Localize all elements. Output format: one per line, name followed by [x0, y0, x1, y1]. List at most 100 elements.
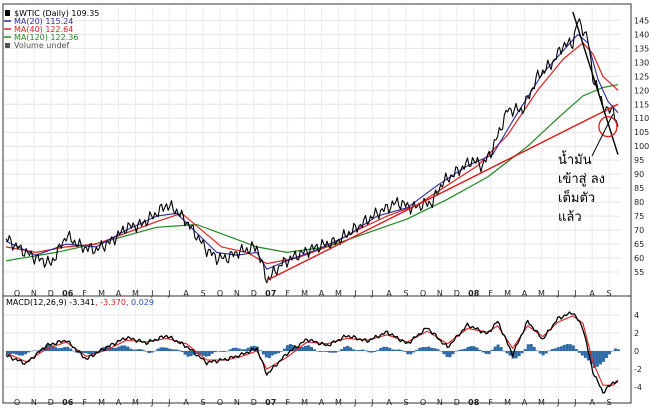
macd-histogram-bar	[529, 343, 533, 351]
macd-histogram-bar	[478, 349, 482, 351]
macd-histogram-bar	[460, 349, 464, 351]
price-x-tick-label: A	[116, 289, 122, 298]
macd-histogram-bar	[237, 348, 241, 351]
macd-histogram-bar	[252, 345, 256, 351]
price-y-tick-label: 105	[634, 128, 649, 137]
macd-histogram-bar	[367, 351, 371, 353]
macd-histogram-bar	[138, 349, 142, 351]
price-y-tick-label: 130	[634, 58, 649, 67]
price-x-tick-label: M	[132, 289, 139, 298]
macd-histogram-bar	[285, 345, 289, 351]
macd-histogram-bar	[370, 351, 374, 353]
macd-histogram-bar	[309, 346, 313, 351]
price-series-line	[5, 18, 619, 284]
macd-histogram-bar	[595, 351, 599, 367]
macd-histogram-bar	[547, 350, 551, 352]
macd-histogram-bar	[222, 351, 226, 352]
macd-histogram-bar	[273, 351, 277, 355]
macd-histogram-bar	[306, 345, 310, 351]
macd-histogram-bar	[481, 351, 485, 353]
macd-histogram-bar	[24, 351, 28, 355]
macd-histogram-bar	[520, 351, 524, 354]
macd-y-tick-label: -2	[634, 365, 642, 374]
price-legend-entry: MA(20) 115.24	[14, 17, 73, 26]
macd-histogram-bar	[526, 344, 530, 351]
price-x-tick-label: S	[201, 289, 206, 298]
macd-histogram-bar	[340, 349, 344, 351]
macd-histogram-bar	[207, 351, 211, 356]
macd-histogram-bar	[517, 351, 521, 357]
macd-histogram-bar	[445, 351, 449, 357]
price-x-tick-label: A	[386, 289, 392, 298]
macd-histogram-bar	[328, 351, 332, 353]
macd-histogram-bar	[159, 347, 163, 351]
macd-histogram-bar	[472, 346, 476, 351]
volume-icon	[5, 43, 10, 48]
macd-legend-value: , -3.370	[95, 298, 126, 307]
macd-histogram-bar	[343, 346, 347, 351]
macd-histogram-bar	[391, 349, 395, 351]
macd-histogram-bar	[400, 350, 404, 351]
macd-line	[5, 311, 619, 394]
macd-histogram-bar	[312, 349, 316, 351]
macd-histogram-bar	[219, 351, 223, 352]
macd-y-tick-label: 2	[634, 329, 639, 338]
macd-y-tick-label: 0	[634, 347, 639, 356]
macd-histogram-bar	[288, 344, 292, 351]
macd-histogram-bar	[484, 351, 488, 354]
price-x-tick-label: 06	[62, 289, 74, 298]
annotation-text-line: เข้าสู่ ลง	[558, 172, 605, 187]
price-x-tick-label: M	[301, 289, 308, 298]
macd-histogram-bar	[604, 351, 608, 359]
macd-histogram-bar	[30, 350, 34, 352]
macd-histogram-bar	[358, 349, 362, 351]
price-x-tick-label: F	[488, 289, 493, 298]
macd-histogram-bar	[90, 351, 94, 354]
macd-histogram-bar	[198, 351, 202, 355]
macd-histogram-bar	[493, 346, 497, 351]
macd-histogram-bar	[346, 345, 350, 351]
macd-histogram-bar	[297, 347, 301, 351]
price-x-tick-label: D	[454, 289, 460, 298]
macd-histogram-bar	[129, 348, 133, 351]
price-y-tick-label: 80	[634, 198, 644, 207]
macd-legend-value: , 0.029	[126, 298, 154, 307]
macd-histogram-bar	[180, 351, 184, 353]
macd-histogram-bar	[505, 351, 509, 354]
macd-histogram-bar	[144, 351, 148, 352]
macd-histogram-bar	[210, 351, 214, 354]
macd-histogram-bar	[394, 349, 398, 351]
macd-histogram-bar	[361, 349, 365, 351]
macd-histogram-bar	[373, 351, 377, 352]
macd-histogram-bar	[45, 344, 49, 351]
macd-histogram-bar	[580, 351, 584, 356]
macd-histogram-bar	[261, 351, 265, 355]
macd-histogram-bar	[574, 349, 578, 351]
price-y-tick-label: 65	[634, 240, 644, 249]
macd-histogram-bar	[433, 348, 437, 351]
macd-histogram-bar	[385, 346, 389, 351]
price-x-tick-label: M	[504, 289, 511, 298]
macd-histogram-bar	[475, 347, 479, 351]
macd-histogram-bar	[406, 351, 410, 355]
macd-histogram-bar	[337, 351, 341, 352]
macd-histogram-bar	[156, 348, 160, 351]
macd-histogram-bar	[496, 344, 500, 351]
macd-histogram-bar	[388, 347, 392, 351]
macd-histogram-bar	[189, 351, 193, 357]
price-y-tick-label: 145	[634, 16, 649, 25]
macd-histogram-bar	[102, 347, 106, 351]
price-y-tick-label: 90	[634, 170, 644, 179]
macd-histogram-bar	[9, 351, 13, 354]
macd-histogram-bar	[577, 351, 581, 353]
macd-histogram-bar	[60, 347, 64, 351]
price-legend-entry: MA(120) 122.36	[14, 33, 78, 42]
macd-histogram-bar	[21, 351, 25, 356]
macd-histogram-bar	[424, 347, 428, 351]
macd-histogram-bar	[352, 349, 356, 351]
macd-histogram-bar	[331, 351, 335, 353]
macd-histogram-bar	[532, 346, 536, 351]
macd-histogram-bar	[162, 347, 166, 351]
annotation-text-line: น้ำมัน	[558, 150, 592, 168]
